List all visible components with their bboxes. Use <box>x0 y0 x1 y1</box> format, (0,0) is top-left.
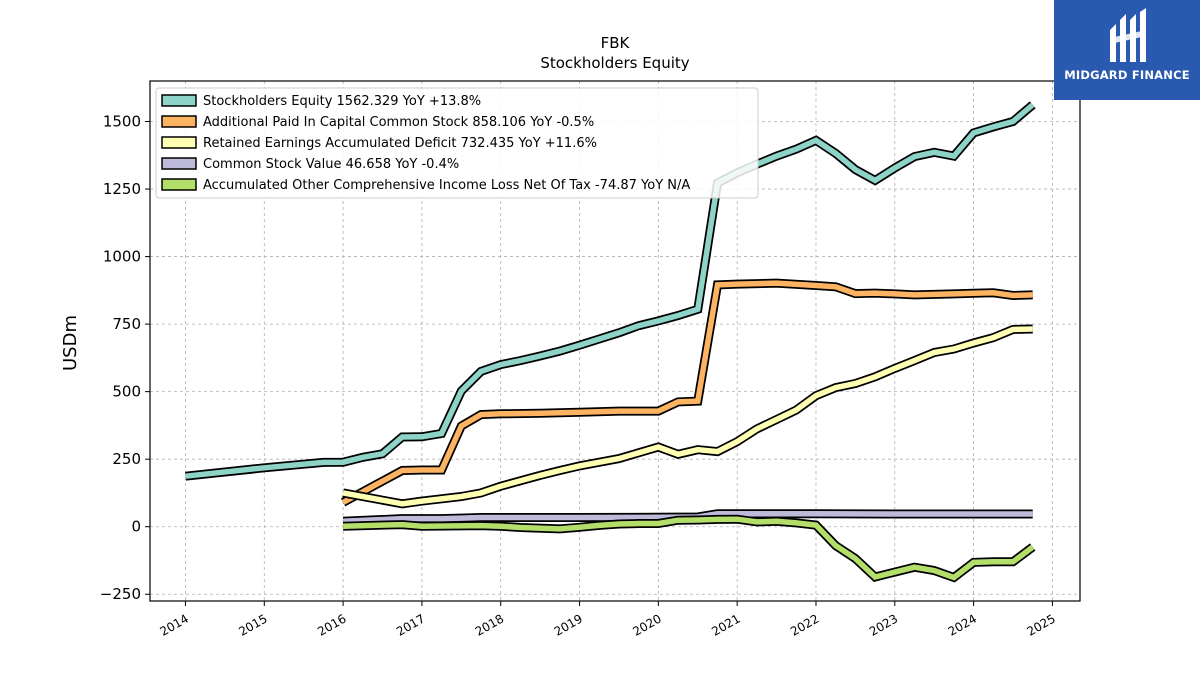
legend-box <box>155 87 759 199</box>
x-tick-label: 2020 <box>630 611 663 638</box>
y-tick-label: 1500 <box>103 113 141 131</box>
x-tick-label: 2023 <box>867 611 900 638</box>
y-tick-label: 750 <box>112 315 141 333</box>
y-tick-label: 1000 <box>103 248 141 266</box>
series-line-4 <box>343 516 1035 581</box>
legend-entry-3: Common Stock Value 46.658 YoY -0.4% <box>203 157 459 172</box>
legend-entry-1: Additional Paid In Capital Common Stock … <box>203 115 594 130</box>
x-tick-label: 2017 <box>394 611 427 638</box>
x-tick-label: 2014 <box>158 611 191 638</box>
x-tick-label: 2015 <box>236 611 269 638</box>
legend-swatch-1 <box>161 115 197 128</box>
plot-frame <box>149 80 1081 602</box>
series-line-1 <box>341 280 1033 505</box>
y-tick-label: 0 <box>131 518 141 536</box>
y-axis-label: USDm <box>60 315 81 371</box>
midgard-logo-icon <box>1110 8 1146 62</box>
x-tick-label: 2025 <box>1024 611 1057 638</box>
y-tick-label: −250 <box>100 585 141 603</box>
series-line-3 <box>342 510 1033 525</box>
legend-entry-0: Stockholders Equity 1562.329 YoY +13.8% <box>203 94 481 109</box>
brand-name: MIDGARD FINANCE <box>1064 68 1190 82</box>
legend-swatch-2 <box>161 136 197 149</box>
x-tick-label: 2016 <box>315 611 348 638</box>
legend-entry-2: Retained Earnings Accumulated Deficit 73… <box>203 136 597 151</box>
x-tick-label: 2022 <box>788 611 821 638</box>
legend-swatch-3 <box>161 157 197 170</box>
legend-swatch-0 <box>161 94 197 107</box>
brand-logo: MIDGARD FINANCE <box>1054 0 1200 100</box>
x-tick-label: 2024 <box>946 611 979 638</box>
chart-subtitle: Stockholders Equity <box>540 54 689 72</box>
legend-swatch-4 <box>161 178 197 191</box>
series-lines <box>185 101 1036 583</box>
legend: Stockholders Equity 1562.329 YoY +13.8% A… <box>155 87 759 199</box>
y-tick-label: 500 <box>112 383 141 401</box>
x-tick-label: 2019 <box>552 611 585 638</box>
legend-entry-4: Accumulated Other Comprehensive Income L… <box>203 178 690 193</box>
y-tick-label: 250 <box>112 450 141 468</box>
series-line-0 <box>185 102 1035 479</box>
y-tick-label: 1250 <box>103 180 141 198</box>
x-tick-label: 2018 <box>473 611 506 638</box>
series-line-2 <box>342 326 1033 507</box>
x-tick-label: 2021 <box>709 611 742 638</box>
chart-title: FBK <box>601 34 631 52</box>
